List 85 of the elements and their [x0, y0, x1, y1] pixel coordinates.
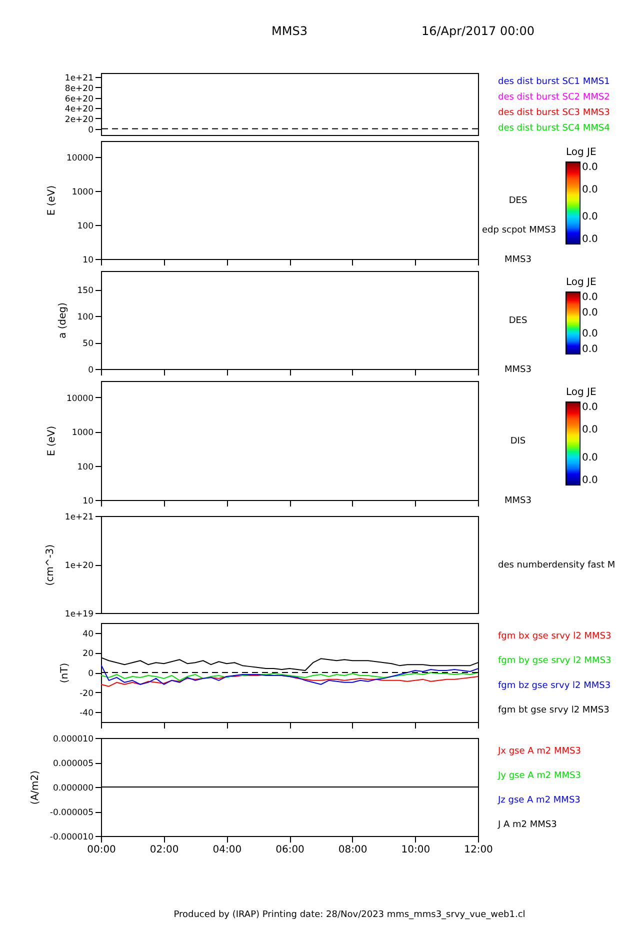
y-tick-label: -40 [80, 708, 94, 719]
text: MMS3 [504, 496, 532, 506]
y-tick-label: 100 [77, 462, 94, 472]
x-tick-label: 08:00 [338, 844, 368, 856]
y-tick-label: 50 [82, 339, 94, 350]
color-bar-label: 0.0 [582, 184, 598, 196]
color-bar-label: 0.0 [582, 344, 598, 355]
text: fgm bx gse srvy l2 MMS3 [498, 631, 612, 642]
text: MMS3 [504, 255, 532, 265]
line-series [101, 664, 478, 685]
color-bar-label: 0.0 [582, 162, 598, 173]
y-tick-label: 40 [82, 629, 94, 640]
y-tick-label: 6e+20 [64, 94, 94, 104]
y-tick-label: 10000 [66, 154, 94, 164]
line-series [101, 674, 478, 687]
x-tick-label: 10:00 [401, 844, 430, 856]
legend-label: edp scpot MMS3 [482, 226, 556, 236]
chart-subtitle: 16/Apr/2017 00:00 [421, 24, 535, 38]
text: Produced by (IRAP) Printing date: 28/Nov/2023 mms_mms3_srvy_vue_web1.cl [174, 910, 526, 920]
y-axis-title: (nT) [60, 662, 71, 684]
y-tick-label: 100 [77, 222, 94, 232]
y-tick-label: -0.000010 [50, 832, 94, 842]
y-tick-label: 10000 [66, 394, 94, 404]
y-tick-label: 1000 [72, 428, 94, 438]
text: DIS [510, 436, 526, 446]
text: fgm by gse srvy l2 MMS3 [498, 656, 612, 666]
legend-label: des dist burst SC2 MMS2 [498, 92, 610, 102]
legend-label: des dist burst SC4 MMS4 [498, 123, 610, 134]
color-bar-label: 0.0 [582, 424, 598, 436]
legend-label: des dist burst SC1 MMS1 [498, 76, 610, 87]
y-axis-title: (A/m2) [30, 770, 41, 805]
y-axis-title: a (deg) [57, 302, 68, 338]
legend-label: des dist burst SC3 MMS3 [498, 108, 610, 118]
color-bar-label: 0.0 [582, 475, 598, 486]
y-tick-label: 0 [88, 366, 94, 376]
y-tick-label: 4e+20 [64, 104, 94, 115]
legend-label: Jy gse A m2 MMS3 [497, 770, 581, 781]
y-tick-label: 1e+19 [64, 610, 94, 620]
x-tick-label: 12:00 [464, 844, 493, 856]
y-axis-title: E (eV) [46, 426, 58, 456]
y-axis-title: E (eV) [46, 185, 58, 216]
color-bar-label: 0.0 [582, 452, 598, 464]
y-tick-label: 100 [77, 312, 94, 323]
y-tick-label: 10 [82, 496, 94, 506]
color-bar-title: Log JE [566, 277, 596, 288]
x-tick-label: 00:00 [87, 844, 116, 856]
legend-label: des numberdensity fast M [498, 560, 616, 570]
y-tick-label: 0.000010 [52, 734, 94, 744]
y-tick-label: 1e+20 [64, 561, 94, 571]
y-tick-label: 0 [88, 669, 94, 679]
color-bar-label: 0.0 [582, 328, 598, 340]
legend-label: Jz gse A m2 MMS3 [497, 795, 580, 806]
y-tick-label: 10 [82, 256, 94, 266]
text: DES [508, 316, 528, 326]
text: J A m2 MMS3 [497, 820, 557, 830]
x-tick-label: 06:00 [276, 844, 304, 856]
y-tick-label: 1e+21 [64, 512, 94, 522]
legend-label: Jx gse A m2 MMS3 [497, 746, 581, 756]
text: MMS3 [504, 365, 532, 375]
text: fgm bz gse srvy l2 MMS3 [498, 680, 611, 691]
text: fgm bt gse srvy l2 MMS3 [498, 706, 610, 716]
y-tick-label: 1e+21 [64, 74, 94, 84]
color-bar-label: 0.0 [582, 292, 598, 303]
color-bar-title: Log JE [566, 147, 596, 158]
y-tick-label: 1000 [72, 188, 94, 198]
x-tick-label: 04:00 [212, 844, 242, 856]
line-series [101, 672, 478, 681]
color-bar-label: 0.0 [582, 234, 598, 245]
color-bar-label: 0.0 [582, 402, 598, 413]
color-bar-title: Log JE [566, 387, 596, 398]
y-tick-label: 150 [77, 286, 94, 296]
y-tick-label: 0.000000 [52, 784, 94, 794]
y-tick-label: 0 [88, 125, 94, 136]
x-tick-label: 02:00 [150, 844, 179, 856]
y-axis-title: (cm^-3) [44, 544, 56, 586]
y-tick-label: 20 [82, 649, 94, 660]
chart-title: MMS3 [272, 24, 308, 38]
y-tick-label: 0.000005 [52, 759, 94, 769]
y-tick-label: -20 [80, 688, 94, 699]
y-tick-label: 2e+20 [64, 114, 94, 125]
y-tick-label: 8e+20 [64, 84, 94, 94]
color-bar-label: 0.0 [582, 308, 598, 319]
text: DES [508, 196, 528, 206]
color-bar-label: 0.0 [582, 212, 598, 223]
y-tick-label: -0.000005 [50, 808, 94, 818]
